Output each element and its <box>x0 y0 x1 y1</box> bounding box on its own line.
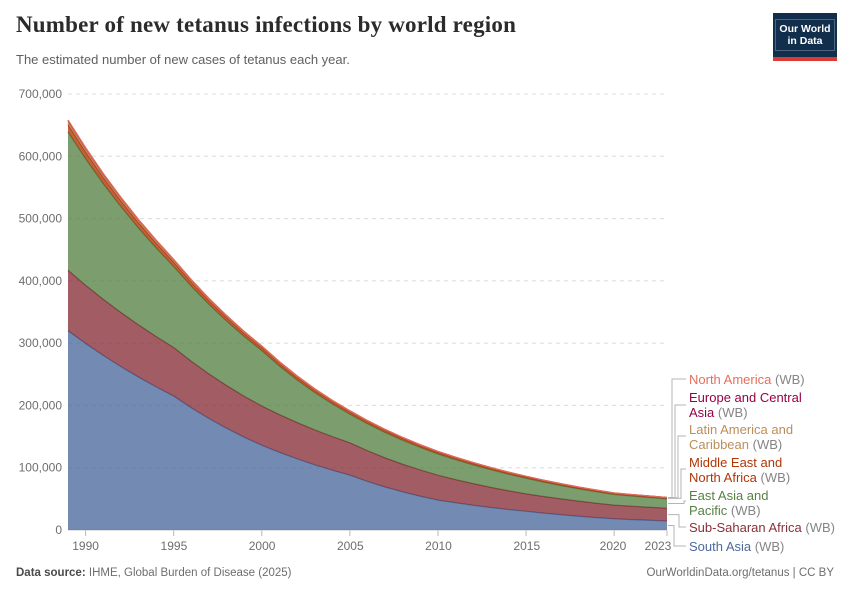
x-axis-labels: 1990 1995 2000 2005 2010 2015 2020 2023 <box>72 539 671 553</box>
legend-connector-europe-and-central-asia <box>668 404 686 499</box>
legend-item-europe-and-central-asia[interactable]: Europe and Central Asia (WB) <box>689 390 814 420</box>
legend-item-sub-saharan-africa[interactable]: Sub-Saharan Africa (WB) <box>689 520 850 535</box>
legend-suffix: (WB) <box>805 520 835 535</box>
owid-logo[interactable]: Our World in Data <box>773 13 837 61</box>
legend-connector-east-asia-and-pacific <box>668 500 686 504</box>
data-source-text: IHME, Global Burden of Disease (2025) <box>88 567 292 579</box>
x-tick-label: 2010 <box>425 539 452 553</box>
y-axis-labels: 0 100,000 200,000 300,000 400,000 500,00… <box>19 87 63 537</box>
y-tick-label: 200,000 <box>19 398 63 412</box>
area-series-layer <box>67 119 668 530</box>
legend-suffix: (WB) <box>775 372 805 387</box>
y-tick-label: 700,000 <box>19 87 63 101</box>
legend-connector-north-america <box>668 378 686 498</box>
owid-logo-box: Our World in Data <box>773 13 837 57</box>
area-south-asia[interactable] <box>68 330 667 530</box>
legend-suffix: (WB) <box>752 437 783 452</box>
x-tick-label: 1995 <box>161 539 188 553</box>
area-east-asia-and-pacific[interactable] <box>68 131 667 509</box>
x-tick-label: 2000 <box>249 539 276 553</box>
legend-item-north-america[interactable]: North America (WB) <box>689 372 849 387</box>
legend-suffix: (WB) <box>760 470 791 485</box>
axis-layer <box>85 530 668 536</box>
legend-label: Sub-Saharan Africa <box>689 520 802 535</box>
page-title: Number of new tetanus infections by worl… <box>16 12 517 37</box>
legend-connector-sub-saharan-africa <box>668 514 686 528</box>
data-source-note: Data source: IHME, Global Burden of Dise… <box>16 567 292 579</box>
footer: Data source: IHME, Global Burden of Dise… <box>16 567 834 579</box>
legend-suffix: (WB) <box>754 539 785 554</box>
legend-connector-latin-america-and-caribbean <box>668 435 686 499</box>
footer-link[interactable]: OurWorldinData.org/tetanus | CC BY <box>646 567 835 579</box>
x-tick-label: 1990 <box>72 539 99 553</box>
legend-label: North America <box>689 372 772 387</box>
legend-label: Europe and Central Asia <box>689 390 802 420</box>
area-sub-saharan-africa[interactable] <box>68 270 667 521</box>
x-tick-label: 2023 <box>645 539 672 553</box>
y-tick-label: 100,000 <box>19 461 63 475</box>
logo-accent-bar <box>773 57 837 61</box>
legend-label: East Asia and Pacific <box>689 488 769 518</box>
y-tick-label: 500,000 <box>19 212 63 226</box>
area-line-north-america <box>67 119 668 499</box>
x-tick-label: 2020 <box>600 539 627 553</box>
legend-suffix: (WB) <box>730 503 761 518</box>
legend-connector-south-asia <box>668 525 686 547</box>
legend-suffix: (WB) <box>717 405 748 420</box>
legend-label: Middle East and North Africa <box>689 455 783 485</box>
owid-logo-line1: Our World <box>779 23 831 35</box>
legend-item-latin-america-and-caribbean[interactable]: Latin America and Caribbean (WB) <box>689 422 811 452</box>
y-tick-label: 400,000 <box>19 274 63 288</box>
y-tick-label: 300,000 <box>19 336 63 350</box>
legend-label: South Asia <box>689 539 752 554</box>
data-source-label: Data source: <box>16 567 86 579</box>
page-subtitle: The estimated number of new cases of tet… <box>16 52 350 67</box>
legend-item-middle-east-and-north-africa[interactable]: Middle East and North Africa (WB) <box>689 455 801 485</box>
x-tick-label: 2005 <box>337 539 364 553</box>
owid-logo-line2: in Data <box>787 35 823 47</box>
legend-item-south-asia[interactable]: South Asia (WB) <box>689 539 849 554</box>
legend-connector-middle-east-and-north-africa <box>668 468 686 499</box>
legend-connectors <box>668 378 686 547</box>
x-tick-label: 2015 <box>513 539 540 553</box>
legend-label: Latin America and Caribbean <box>689 422 794 452</box>
legend-item-east-asia-and-pacific[interactable]: East Asia and Pacific (WB) <box>689 488 789 518</box>
y-tick-label: 600,000 <box>19 149 63 163</box>
y-tick-label: 0 <box>55 523 62 537</box>
